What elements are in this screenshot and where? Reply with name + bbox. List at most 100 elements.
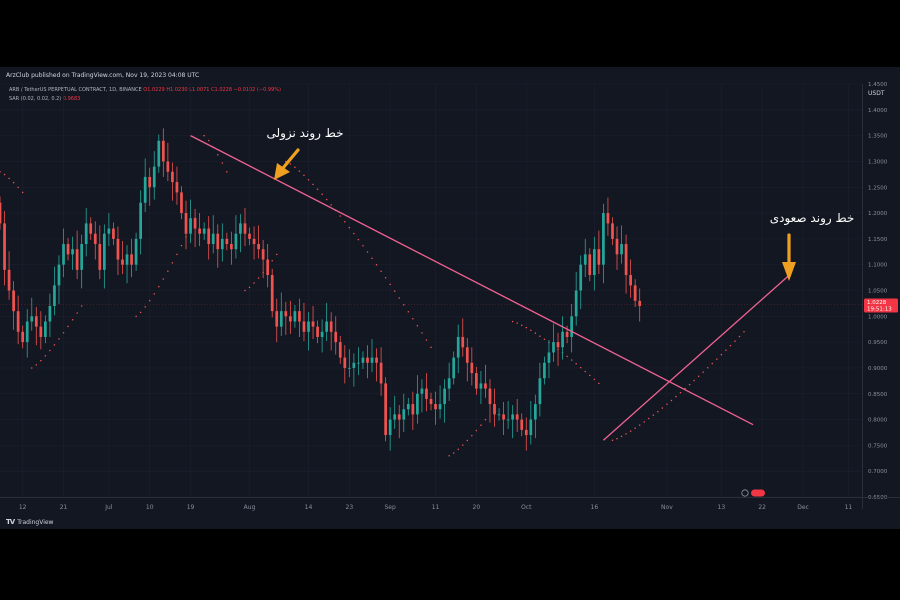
sar-dot — [307, 178, 310, 181]
sar-dot — [167, 270, 169, 272]
sar-dot — [729, 344, 732, 347]
candle-body — [384, 383, 387, 436]
sar-dot — [49, 349, 51, 352]
sar-dot — [67, 325, 69, 328]
symbol-name[interactable]: ARB / TetherUS PERPETUAL CONTRACT, 1D, B… — [9, 87, 142, 93]
sar-dot — [44, 354, 47, 357]
uptrend-arrow-icon — [782, 262, 796, 281]
candle-body — [112, 228, 115, 239]
sar-dot — [539, 335, 541, 337]
candle-body — [406, 404, 410, 410]
candle-body — [420, 388, 424, 394]
sar-dot — [253, 282, 255, 284]
indicator-legend-row[interactable]: SAR (0.02, 0.02, 0.2) 0.9683 — [9, 95, 281, 104]
sar-dot — [530, 329, 532, 332]
event-badge-icon — [741, 489, 749, 497]
sar-dot — [448, 454, 450, 457]
x-tick-label: 22 — [758, 504, 766, 511]
y-tick-label: 0.9500 — [868, 340, 888, 346]
x-tick-label: 16 — [591, 504, 599, 511]
sar-dot — [371, 257, 373, 260]
candle-body — [443, 388, 446, 405]
downtrend-arrow-shaft — [281, 148, 300, 170]
candle-body — [538, 378, 542, 405]
sar-dot — [734, 340, 736, 342]
candle-body — [438, 404, 442, 410]
candle-body — [89, 223, 93, 234]
candle-body — [3, 223, 6, 270]
sar-dot — [516, 322, 518, 324]
sar-dot — [158, 285, 160, 288]
candle-body — [207, 228, 211, 245]
y-tick-label: 1.2000 — [868, 211, 888, 217]
candle-body — [34, 316, 38, 327]
trendlines[interactable] — [190, 135, 790, 441]
candle-body — [465, 347, 469, 363]
sar-dot — [312, 183, 314, 186]
sar-dot — [348, 226, 351, 229]
sar-dot — [543, 338, 546, 341]
candle-body — [592, 249, 596, 276]
sar-dot — [144, 306, 146, 308]
candle-body — [98, 244, 102, 270]
candle-body — [561, 331, 564, 348]
sar-dot — [566, 355, 568, 358]
candle-body — [166, 161, 170, 172]
candle-body — [266, 259, 270, 276]
x-tick-label: 14 — [305, 504, 313, 511]
candle-body — [334, 331, 338, 343]
candle-body — [152, 166, 156, 188]
candle-body — [316, 326, 319, 337]
candle-body — [284, 311, 288, 317]
sar-dot — [12, 181, 15, 184]
indicator-name[interactable]: SAR (0.02, 0.02, 0.2) — [9, 96, 62, 102]
candle-body — [198, 228, 201, 234]
sar-dot — [675, 395, 677, 398]
x-tick-label: Aug — [244, 504, 256, 511]
candle-body — [366, 357, 369, 363]
candle-body — [279, 311, 283, 327]
sar-dot — [616, 437, 618, 440]
candle-body — [320, 331, 324, 337]
candle-body — [66, 244, 70, 255]
uptrend-trendline — [602, 274, 790, 441]
candle-body — [338, 342, 342, 358]
sar-dot — [570, 359, 573, 361]
candle-body — [416, 393, 419, 415]
candle-body — [307, 321, 310, 332]
candle-body — [220, 238, 224, 250]
sar-dot — [452, 452, 455, 454]
candle-body — [143, 176, 147, 203]
last-price-label: 1.0228 — [867, 300, 887, 306]
candle-body — [583, 254, 587, 265]
sar-dot — [520, 324, 523, 326]
candle-body — [121, 259, 124, 265]
sar-dot — [221, 162, 224, 164]
sar-dot — [53, 344, 56, 346]
sar-dot — [403, 304, 405, 306]
candle-body — [520, 419, 524, 430]
candle-body — [189, 218, 192, 234]
x-tick-label: Nov — [661, 504, 673, 511]
sar-dot — [217, 153, 219, 156]
y-tick-label: 1.4500 — [868, 82, 888, 88]
candle-body — [543, 362, 546, 379]
candle-body — [375, 357, 378, 363]
sar-dot — [17, 186, 19, 189]
sar-dot — [575, 363, 577, 365]
candle-body — [248, 233, 251, 239]
x-axis[interactable]: 12 21 Jul 10 19 Aug 14 23 Sep 11 20 Oct 16 Nov 13 22 Dec… — [0, 497, 900, 512]
x-tick-label: 13 — [718, 504, 726, 511]
candle-body — [288, 316, 292, 322]
sar-dot — [58, 338, 60, 340]
sar-dot — [321, 193, 323, 196]
sar-dot — [589, 374, 591, 377]
candle-body — [0, 202, 2, 224]
symbol-legend-row[interactable]: ARB / TetherUS PERPETUAL CONTRACT, 1D, B… — [9, 86, 281, 95]
sar-dot — [384, 277, 387, 279]
sar-dot — [21, 191, 24, 194]
sar-dot — [661, 407, 664, 409]
candle-body — [470, 362, 474, 374]
y-axis[interactable]: 0.65000.70000.75000.80000.85000.90000.95… — [862, 67, 900, 529]
